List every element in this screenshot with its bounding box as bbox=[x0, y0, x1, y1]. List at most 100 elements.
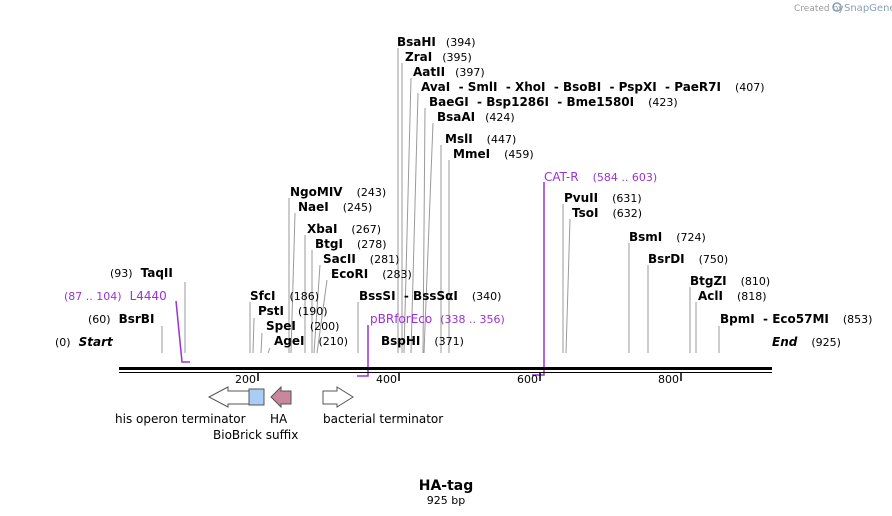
enzyme-position: (423) bbox=[648, 96, 678, 109]
svg-text:End(925): End (925) bbox=[772, 335, 841, 349]
svg-text:XbaI(267): XbaI (267) bbox=[307, 222, 381, 236]
svg-text:BtgI(278): BtgI (278) bbox=[315, 237, 387, 251]
enzyme-name: BsaAI bbox=[437, 110, 475, 124]
enzyme-name: AvaI - SmlI - XhoI - BsoBI - PspXI - Pae… bbox=[421, 80, 721, 94]
svg-text:BsaHI(394): BsaHI (394) bbox=[397, 35, 476, 49]
end-position: (925) bbox=[811, 336, 841, 349]
svg-text:MmeI(459): MmeI (459) bbox=[453, 147, 534, 161]
primer-range: (338 .. 356) bbox=[440, 313, 505, 326]
svg-text:PstI(190): PstI (190) bbox=[258, 304, 328, 318]
bacterial-terminator-arrow bbox=[322, 386, 354, 408]
svg-text:ZraI(395): ZraI (395) bbox=[405, 50, 472, 64]
enzyme-name: BpmI - Eco57MI bbox=[720, 312, 829, 326]
svg-text:(87 .. 104)L4440: (87 .. 104) L4440 bbox=[64, 289, 167, 303]
svg-text:SfcI(186): SfcI (186) bbox=[250, 289, 319, 303]
svg-text:NgoMIV(243): NgoMIV (243) bbox=[290, 185, 386, 199]
ruler-label: 800 bbox=[658, 373, 679, 386]
enzyme-name: ZraI bbox=[405, 50, 432, 64]
enzyme-name: NgoMIV bbox=[290, 185, 343, 199]
svg-text:AvaI - SmlI - XhoI - BsoBI: AvaI - SmlI - XhoI - BsoBI - PspXI - Pae… bbox=[421, 80, 765, 94]
svg-text:(60)BsrBI: (60) BsrBI bbox=[88, 312, 154, 326]
svg-text:SpeI(200): SpeI (200) bbox=[266, 319, 339, 333]
enzyme-name: BsaHI bbox=[397, 35, 436, 49]
svg-text:BaeGI - Bsp1286I - Bme1580I(: BaeGI - Bsp1286I - Bme1580I (423) bbox=[429, 95, 678, 109]
snapgene-brand: SnapGene bbox=[844, 3, 892, 14]
enzyme-labels: BsaHI (394) ZraI (395) AatII (397) AvaI - S… bbox=[88, 35, 872, 348]
svg-text:MslI(447): MslI (447) bbox=[445, 132, 516, 146]
connector-avai bbox=[410, 92, 419, 354]
plasmid-name: HA-tag bbox=[419, 478, 474, 494]
primer-pbrforeco-marker bbox=[357, 325, 369, 377]
connector-naei bbox=[290, 212, 296, 354]
primer-name: pBRforEco bbox=[370, 312, 432, 326]
connector-tsoi bbox=[565, 218, 571, 354]
enzyme-position: (853) bbox=[843, 313, 873, 326]
svg-text:EcoRI(283): EcoRI (283) bbox=[331, 267, 412, 281]
enzyme-position: (60) bbox=[88, 313, 111, 326]
primer-range: (584 .. 603) bbox=[593, 171, 658, 184]
plasmid-length: 925 bp bbox=[427, 494, 465, 507]
svg-text:pBRforEco(338 .. 356): pBRforEco (338 .. 356) bbox=[370, 312, 505, 326]
enzyme-position: (210) bbox=[318, 335, 348, 348]
primer-name: CAT-R bbox=[544, 170, 579, 184]
ruler: 200 400 600 800 bbox=[235, 373, 682, 386]
enzyme-name: BsrBI bbox=[119, 312, 155, 326]
enzyme-name: BaeGI - Bsp1286I - Bme1580I bbox=[429, 95, 634, 109]
primer-l4440-marker bbox=[175, 300, 190, 363]
enzyme-name: NaeI bbox=[298, 200, 329, 214]
enzyme-name: XbaI bbox=[307, 222, 337, 236]
enzyme-name: AgeI bbox=[274, 334, 304, 348]
enzyme-position: (447) bbox=[487, 133, 517, 146]
enzyme-name: MmeI bbox=[453, 147, 490, 161]
svg-text:PvuII(631): PvuII (631) bbox=[564, 191, 642, 205]
enzyme-position: (186) bbox=[289, 290, 319, 303]
biobrick-suffix-box bbox=[248, 388, 265, 406]
enzyme-position: (397) bbox=[455, 66, 485, 79]
svg-text:AgeI(210): AgeI (210) bbox=[274, 334, 348, 348]
connector-psti bbox=[252, 317, 255, 354]
enzyme-position: (283) bbox=[382, 268, 412, 281]
svg-text:BsmI(724): BsmI (724) bbox=[629, 230, 706, 244]
his-operon-terminator-arrow bbox=[207, 386, 250, 408]
primer-name: L4440 bbox=[130, 289, 167, 303]
start-label: Start bbox=[79, 335, 114, 349]
feature-label: HA bbox=[270, 412, 288, 426]
enzyme-name: SacII bbox=[323, 252, 356, 266]
enzyme-position: (267) bbox=[351, 223, 381, 236]
primers: CAT-R (584 .. 603) (87 .. 104) L4440 pBRfo… bbox=[64, 170, 658, 377]
enzyme-position: (340) bbox=[472, 290, 502, 303]
svg-text:BsaAI(424): BsaAI (424) bbox=[437, 110, 515, 124]
enzyme-name: PstI bbox=[258, 304, 284, 318]
svg-text:AclI(818): AclI (818) bbox=[698, 289, 767, 303]
connector-spei bbox=[260, 332, 263, 354]
enzyme-position: (631) bbox=[612, 192, 642, 205]
svg-text:BsrDI(750): BsrDI (750) bbox=[648, 252, 728, 266]
enzyme-name: BtgI bbox=[315, 237, 343, 251]
enzyme-name: BsmI bbox=[629, 230, 662, 244]
enzyme-position: (395) bbox=[442, 51, 472, 64]
enzyme-name: SfcI bbox=[250, 289, 275, 303]
svg-text:BpmI - Eco57MI(853): BpmI - Eco57MI (853) bbox=[720, 312, 872, 326]
enzyme-position: (245) bbox=[343, 201, 373, 214]
enzyme-position: (724) bbox=[676, 231, 706, 244]
enzyme-position: (459) bbox=[504, 148, 534, 161]
enzyme-position: (810) bbox=[741, 275, 771, 288]
svg-text:BtgZI(810): BtgZI (810) bbox=[690, 274, 770, 288]
feature-label: BioBrick suffix bbox=[213, 428, 298, 442]
connector-sacii bbox=[313, 264, 321, 354]
enzyme-position: (750) bbox=[699, 253, 729, 266]
features: his operon terminator BioBrick suffix HA… bbox=[115, 385, 443, 442]
enzyme-name: BssSI - BssSαI bbox=[359, 289, 458, 303]
enzyme-name: TsoI bbox=[572, 206, 598, 220]
enzyme-position: (93) bbox=[110, 267, 133, 280]
svg-text:SacII(281): SacII (281) bbox=[323, 252, 399, 266]
enzyme-position: (278) bbox=[357, 238, 387, 251]
enzyme-name: MslI bbox=[445, 132, 473, 146]
dna-backbone bbox=[119, 367, 772, 373]
backbone-top-strand bbox=[119, 367, 772, 370]
enzyme-position: (200) bbox=[310, 320, 340, 333]
enzyme-name: EcoRI bbox=[331, 267, 368, 281]
ha-arrow bbox=[270, 385, 292, 409]
enzyme-name: BtgZI bbox=[690, 274, 727, 288]
enzyme-position: (632) bbox=[612, 207, 642, 220]
